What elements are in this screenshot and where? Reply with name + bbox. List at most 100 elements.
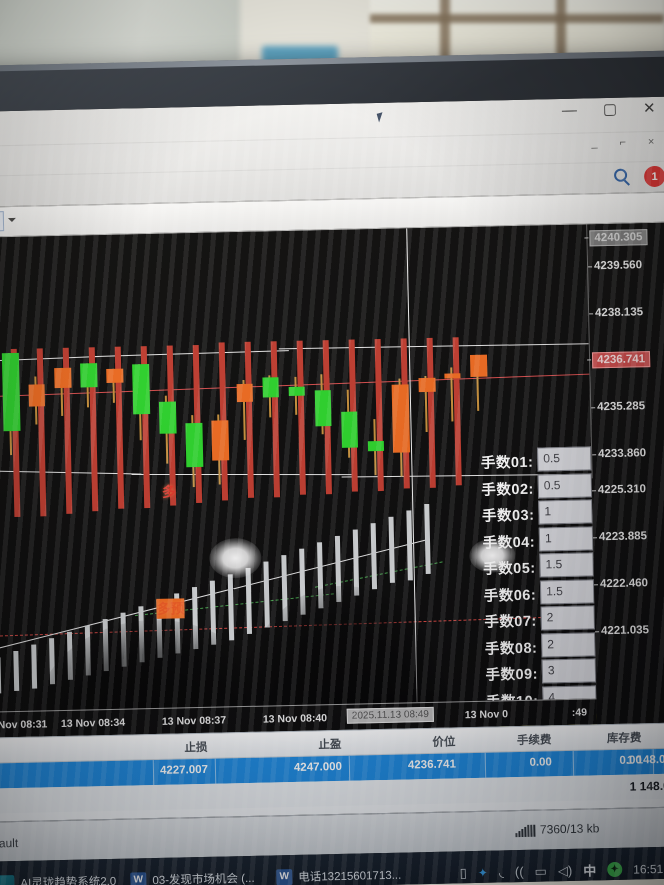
child-restore-icon[interactable]: ⌐ bbox=[619, 136, 627, 149]
lot-input-03[interactable]: 1 bbox=[538, 499, 593, 525]
lot-input-05[interactable]: 1.5 bbox=[539, 552, 594, 578]
lot-input-08[interactable]: 2 bbox=[541, 631, 596, 658]
child-minimize-icon[interactable]: _ bbox=[591, 137, 598, 150]
taskbar-item-word-doc-2[interactable]: 电话13215601713... bbox=[276, 861, 402, 885]
bluetooth-icon[interactable]: ✦ bbox=[477, 865, 489, 880]
minimize-icon[interactable]: — bbox=[561, 101, 578, 119]
histogram-bar bbox=[0, 657, 2, 694]
chart-plot-area[interactable]: 多 多预 手数01: 0.5 手数02: 0.5 手数03: 1 bbox=[0, 222, 664, 738]
price-tick: 4222.460 bbox=[599, 577, 649, 591]
candle-body bbox=[262, 377, 279, 398]
app-window-chrome: — ▢ ✕ _ ⌐ × 1 bbox=[0, 96, 664, 208]
candle-body bbox=[391, 384, 411, 453]
candle-body bbox=[288, 386, 305, 396]
clock[interactable]: 16:51 bbox=[633, 861, 664, 877]
lot-input-06[interactable]: 1.5 bbox=[539, 578, 595, 605]
lot-label: 手数07: bbox=[484, 613, 537, 631]
crosshair-time-tooltip: 2025.11.13 08:49 bbox=[346, 706, 435, 724]
battery-icon[interactable]: ▭ bbox=[534, 862, 548, 879]
timeframe-button[interactable] bbox=[0, 211, 5, 232]
candle-body bbox=[1, 352, 21, 432]
column-header-commission: 手续费 bbox=[516, 734, 552, 748]
forecast-dashed-line-2 bbox=[314, 561, 443, 588]
lot-input-04[interactable]: 1 bbox=[538, 525, 594, 552]
price-axis-lower[interactable]: 4225.310 4223.885 4222.460 4221.035 bbox=[591, 476, 664, 729]
lot-label: 手数02: bbox=[481, 481, 535, 499]
lot-label: 手数01: bbox=[480, 454, 534, 472]
price-tick: 4225.310 bbox=[597, 483, 647, 497]
candle-body bbox=[444, 373, 461, 379]
usb-icon[interactable]: ▯ bbox=[459, 864, 467, 880]
wifi-icon[interactable]: (( bbox=[514, 863, 524, 880]
chart-annotation-long: 多 bbox=[161, 483, 177, 500]
time-tick: 13 Nov 08:37 bbox=[161, 714, 227, 728]
taskbar-label: 03-发现市场机会 (... bbox=[152, 872, 255, 885]
candle-body bbox=[418, 377, 436, 393]
cell-stoploss: 4227.007 bbox=[159, 763, 209, 777]
histogram-bar bbox=[424, 503, 431, 575]
search-icon[interactable] bbox=[613, 168, 628, 182]
price-tick-max: 4240.305 bbox=[589, 229, 648, 247]
column-header-swap: 库存费 bbox=[606, 732, 642, 746]
lot-label: 手数03: bbox=[481, 507, 535, 525]
price-tick: 4223.885 bbox=[598, 530, 648, 544]
histogram-bar bbox=[352, 529, 360, 596]
lot-input-02[interactable]: 0.5 bbox=[537, 472, 593, 499]
column-header-price: 价位 bbox=[432, 736, 456, 749]
lot-input-07[interactable]: 2 bbox=[540, 605, 595, 631]
taskbar-item-ai-system[interactable]: AI灵珑趋势系统2.0 bbox=[0, 867, 117, 885]
chart-annotation-forecast: 多预 bbox=[156, 598, 185, 619]
price-tick: 4235.285 bbox=[597, 400, 646, 414]
time-tick: 13 Nov 08:34 bbox=[60, 716, 126, 731]
histogram-bar bbox=[13, 650, 20, 692]
histogram-bar bbox=[245, 567, 253, 634]
candle-body bbox=[132, 364, 151, 415]
taskbar-label: 电话13215601713... bbox=[298, 869, 402, 884]
ime-status-icon[interactable]: ✦ bbox=[607, 861, 623, 878]
candle-body bbox=[185, 422, 204, 468]
close-icon[interactable]: ✕ bbox=[642, 99, 656, 118]
mouse-cursor-icon bbox=[376, 112, 385, 123]
candle-body bbox=[236, 383, 253, 403]
histogram-bar bbox=[281, 555, 288, 622]
chevron-down-icon[interactable] bbox=[7, 217, 16, 223]
screen-content: — ▢ ✕ _ ⌐ × 1 bbox=[0, 96, 664, 885]
word-app-icon bbox=[276, 869, 293, 885]
lot-label: 手数04: bbox=[482, 534, 536, 552]
candle-body bbox=[314, 390, 332, 427]
ime-language-icon[interactable]: 中 bbox=[583, 863, 597, 879]
network-icon[interactable]: ◟ bbox=[498, 863, 505, 880]
ai-app-icon bbox=[0, 875, 15, 885]
taskbar-item-word-doc-1[interactable]: 03-发现市场机会 (... bbox=[130, 864, 255, 885]
candle-body bbox=[158, 401, 177, 434]
histogram-bar bbox=[84, 625, 91, 676]
taskbar-label: AI灵珑趋势系统2.0 bbox=[20, 875, 117, 885]
histogram-bar bbox=[66, 631, 73, 680]
profile-label: fault bbox=[0, 835, 19, 851]
time-tick: 3 Nov 08:31 bbox=[0, 718, 48, 732]
child-close-icon[interactable]: × bbox=[647, 135, 655, 149]
signal-bars-icon bbox=[515, 824, 536, 838]
price-chart[interactable]: 多 多预 手数01: 0.5 手数02: 0.5 手数03: 1 bbox=[0, 222, 664, 738]
lot-input-01[interactable]: 0.5 bbox=[537, 446, 592, 472]
system-tray[interactable]: ▯ ✦ ◟ (( ▭ ◁) 中 ✦ 16:51 bbox=[459, 858, 664, 882]
positions-terminal[interactable]: 止损 止盈 价位 手续费 库存费 获利 4227.007 4247.000 42… bbox=[0, 722, 664, 822]
notification-badge[interactable]: 1 bbox=[643, 165, 664, 188]
maximize-icon[interactable]: ▢ bbox=[602, 100, 618, 119]
lot-input-09[interactable]: 3 bbox=[541, 658, 597, 684]
column-header-stoploss: 止损 bbox=[184, 741, 208, 755]
indicator-bar bbox=[296, 340, 306, 495]
lot-label: 手数09: bbox=[485, 666, 539, 684]
histogram-bar bbox=[209, 580, 217, 645]
candle-body bbox=[211, 420, 230, 461]
histogram-bar bbox=[102, 618, 109, 672]
lot-label: 手数06: bbox=[483, 587, 537, 605]
indicator-bar bbox=[36, 348, 47, 517]
histogram-bar bbox=[120, 612, 127, 667]
network-traffic-label: 7360/13 kb bbox=[539, 821, 600, 837]
price-tick: 4233.860 bbox=[598, 447, 647, 461]
cell-takeprofit: 4247.000 bbox=[293, 760, 343, 774]
lot-label: 手数08: bbox=[484, 640, 538, 658]
volume-icon[interactable]: ◁) bbox=[557, 862, 573, 878]
